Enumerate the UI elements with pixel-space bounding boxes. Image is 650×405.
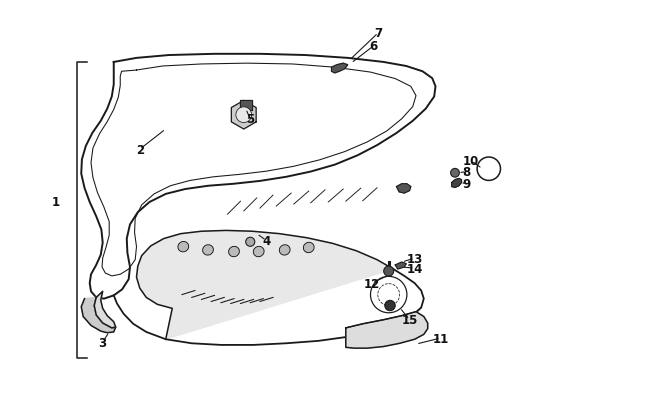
Text: 2: 2 bbox=[136, 143, 144, 156]
Ellipse shape bbox=[280, 245, 290, 256]
Polygon shape bbox=[231, 101, 256, 130]
Polygon shape bbox=[332, 64, 348, 74]
Circle shape bbox=[385, 301, 395, 311]
Circle shape bbox=[246, 238, 255, 247]
Text: 8: 8 bbox=[463, 166, 471, 179]
Polygon shape bbox=[395, 262, 406, 269]
Ellipse shape bbox=[304, 243, 314, 253]
Polygon shape bbox=[94, 292, 116, 328]
Text: 5: 5 bbox=[246, 113, 254, 126]
Polygon shape bbox=[452, 179, 461, 188]
Text: 13: 13 bbox=[407, 252, 422, 265]
Ellipse shape bbox=[203, 245, 213, 256]
Polygon shape bbox=[136, 231, 393, 339]
Text: 11: 11 bbox=[432, 332, 448, 345]
Ellipse shape bbox=[229, 247, 239, 257]
Text: 12: 12 bbox=[363, 277, 380, 290]
Text: 15: 15 bbox=[401, 313, 418, 326]
Ellipse shape bbox=[254, 247, 264, 257]
Circle shape bbox=[450, 169, 460, 178]
Text: 10: 10 bbox=[463, 155, 479, 168]
Polygon shape bbox=[346, 312, 428, 348]
Text: 9: 9 bbox=[463, 178, 471, 191]
Ellipse shape bbox=[178, 242, 188, 252]
Circle shape bbox=[384, 266, 394, 276]
Text: 3: 3 bbox=[99, 336, 107, 349]
Polygon shape bbox=[396, 184, 411, 194]
Polygon shape bbox=[81, 55, 436, 299]
Text: 4: 4 bbox=[263, 234, 270, 247]
Text: 7: 7 bbox=[374, 27, 382, 40]
Text: 14: 14 bbox=[406, 262, 423, 275]
Polygon shape bbox=[240, 100, 252, 111]
Text: 6: 6 bbox=[370, 40, 378, 53]
Circle shape bbox=[236, 108, 252, 123]
Polygon shape bbox=[81, 298, 116, 333]
Text: 1: 1 bbox=[51, 196, 59, 209]
